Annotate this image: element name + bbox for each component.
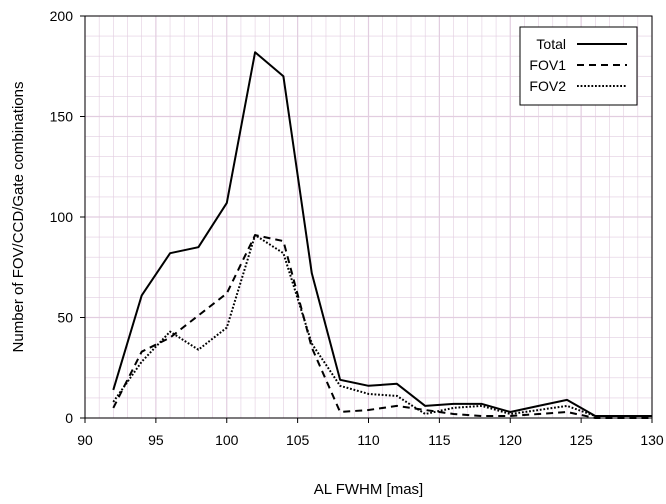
grid bbox=[84, 15, 653, 419]
x-tick-label: 130 bbox=[640, 432, 664, 448]
legend-label-fov2: FOV2 bbox=[529, 78, 566, 94]
x-tick-label: 95 bbox=[148, 432, 164, 448]
x-tick-label: 90 bbox=[77, 432, 93, 448]
y-tick-label: 150 bbox=[50, 109, 74, 125]
x-tick-label: 100 bbox=[215, 432, 239, 448]
series-line-fov2 bbox=[112, 234, 652, 417]
x-tick-label: 115 bbox=[428, 432, 451, 448]
y-tick-label: 50 bbox=[57, 310, 73, 326]
y-axis-title: Number of FOV/CCD/Gate combinations bbox=[10, 82, 27, 353]
y-tick-label: 200 bbox=[50, 8, 74, 24]
legend: Total FOV1 FOV2 bbox=[519, 26, 638, 106]
y-tick-label: 0 bbox=[65, 410, 73, 426]
series-line-total bbox=[112, 51, 652, 417]
x-tick-label: 110 bbox=[357, 432, 380, 448]
axis-ticks: 90 95 100 105 110 115 120 125 130 0 50 100 150 200 bbox=[50, 8, 664, 448]
x-tick-label: 105 bbox=[286, 432, 310, 448]
legend-label-total: Total bbox=[536, 36, 566, 52]
series-lines bbox=[112, 51, 652, 419]
x-tick-label: 120 bbox=[499, 432, 523, 448]
legend-label-fov1: FOV1 bbox=[529, 57, 566, 73]
x-tick-label: 125 bbox=[569, 432, 593, 448]
x-axis-title: AL FWHM [mas] bbox=[314, 481, 423, 498]
y-tick-label: 100 bbox=[50, 209, 74, 225]
series-line-fov1 bbox=[112, 234, 652, 419]
